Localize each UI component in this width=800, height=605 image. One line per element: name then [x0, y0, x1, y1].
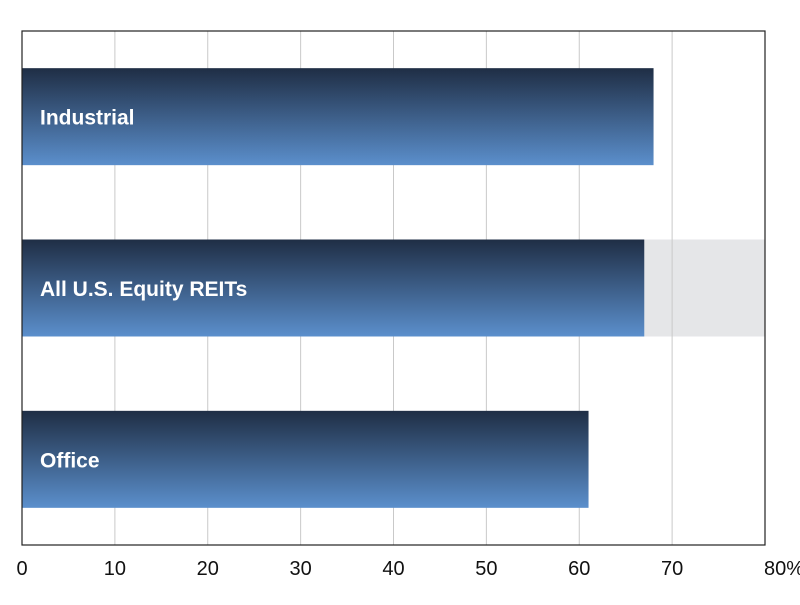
x-tick-label: 40 [382, 558, 404, 580]
x-tick-label: 10 [104, 558, 126, 580]
bar [22, 410, 589, 508]
x-tick-label: 20 [197, 558, 219, 580]
plot-frame [21, 30, 766, 546]
bar-label: All U.S. Equity REITs [40, 278, 247, 301]
x-tick-label: 60 [568, 558, 590, 580]
bar-label: Industrial [40, 107, 135, 130]
x-tick-label: 80% [764, 558, 800, 580]
bar [22, 239, 645, 337]
x-tick-label: 0 [16, 558, 27, 580]
x-tick-label: 30 [290, 558, 312, 580]
bar-label: Office [40, 449, 100, 472]
x-tick-label: 50 [475, 558, 497, 580]
x-tick-label: 70 [661, 558, 683, 580]
bar [22, 68, 654, 166]
